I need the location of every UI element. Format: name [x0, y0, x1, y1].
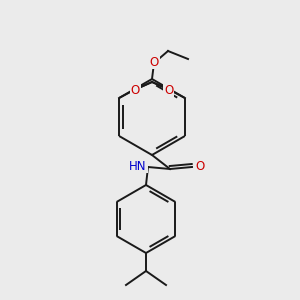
Text: O: O [164, 83, 173, 97]
Text: O: O [149, 56, 159, 68]
Text: O: O [130, 83, 140, 97]
Text: HN: HN [129, 160, 147, 172]
Text: O: O [195, 160, 205, 173]
